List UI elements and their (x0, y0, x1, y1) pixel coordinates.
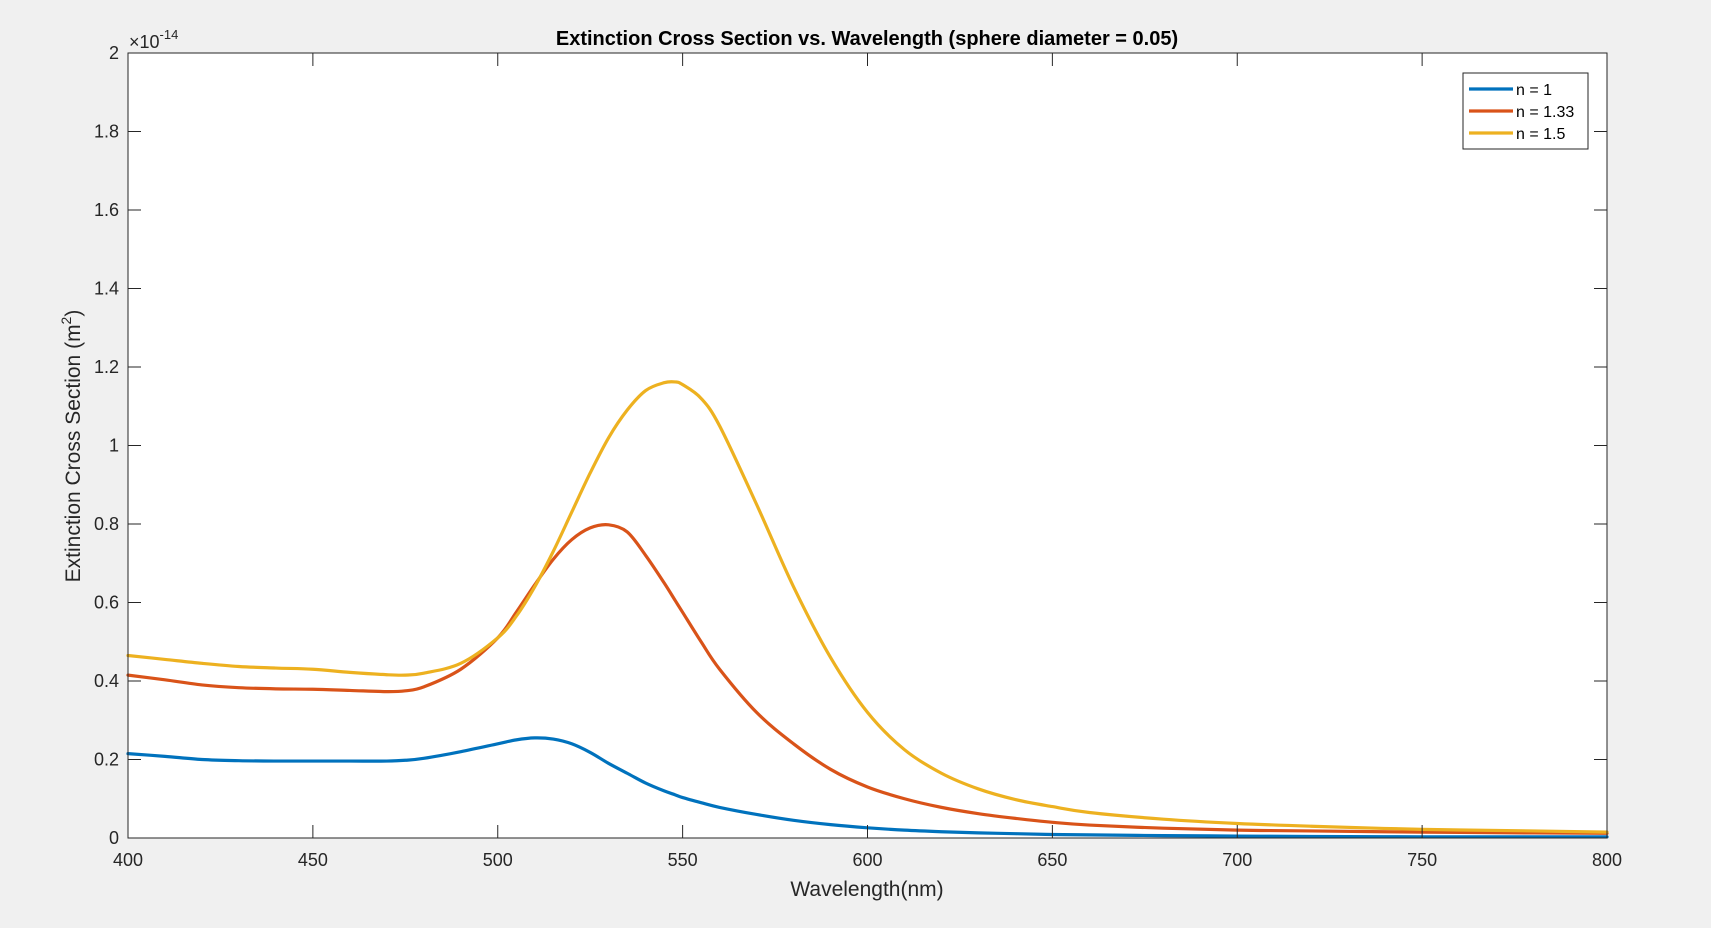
y-axis-label-sup: 2 (58, 316, 74, 324)
x-tick-label: 700 (1222, 850, 1252, 870)
x-tick-label: 400 (113, 850, 143, 870)
exponent-base: ×10 (129, 32, 160, 52)
y-tick-label: 0.2 (94, 750, 119, 770)
y-tick-label: 0 (109, 828, 119, 848)
y-tick-label: 1.2 (94, 357, 119, 377)
y-tick-label: 0.8 (94, 514, 119, 534)
axis-ticks (127, 52, 1608, 839)
x-tick-label: 500 (483, 850, 513, 870)
series-line-2 (126, 523, 1609, 835)
y-tick-label: 1.4 (94, 279, 119, 299)
axis-tick-labels: 400 450 500 550 600 650 700 750 800 0 0.2 0.4 0.6 0.8… (94, 43, 1622, 870)
exponent-power: -14 (160, 27, 179, 42)
plot-lines (126, 380, 1609, 839)
legend-label-3: n = 1.5 (1516, 126, 1565, 143)
y-axis-label-end: ) (62, 310, 85, 317)
legend-label-1: n = 1 (1516, 82, 1552, 99)
x-tick-label: 550 (668, 850, 698, 870)
y-tick-label: 1.8 (94, 122, 119, 142)
series-line-3 (126, 380, 1609, 834)
legend: n = 1 n = 1.33 n = 1.5 (1462, 72, 1589, 150)
x-tick-label: 800 (1592, 850, 1622, 870)
series-line-1 (126, 736, 1609, 839)
y-tick-label: 2 (109, 43, 119, 63)
y-tick-label: 0.6 (94, 593, 119, 613)
y-exponent-label: ×10-14 (129, 27, 178, 52)
x-tick-label: 650 (1037, 850, 1067, 870)
legend-label-2: n = 1.33 (1516, 104, 1574, 121)
y-tick-label: 1.6 (94, 200, 119, 220)
chart-title: Extinction Cross Section vs. Wavelength … (556, 28, 1178, 50)
x-tick-label: 450 (298, 850, 328, 870)
plot-area (128, 53, 1607, 838)
y-tick-label: 0.4 (94, 671, 119, 691)
y-axis-label-text: Extinction Cross Section (m (62, 324, 85, 582)
x-tick-label: 750 (1407, 850, 1437, 870)
y-tick-label: 1 (109, 436, 119, 456)
x-axis-label: Wavelength(nm) (790, 878, 943, 901)
x-tick-label: 600 (852, 850, 882, 870)
y-axis-label: Extinction Cross Section (m2) (58, 310, 85, 583)
